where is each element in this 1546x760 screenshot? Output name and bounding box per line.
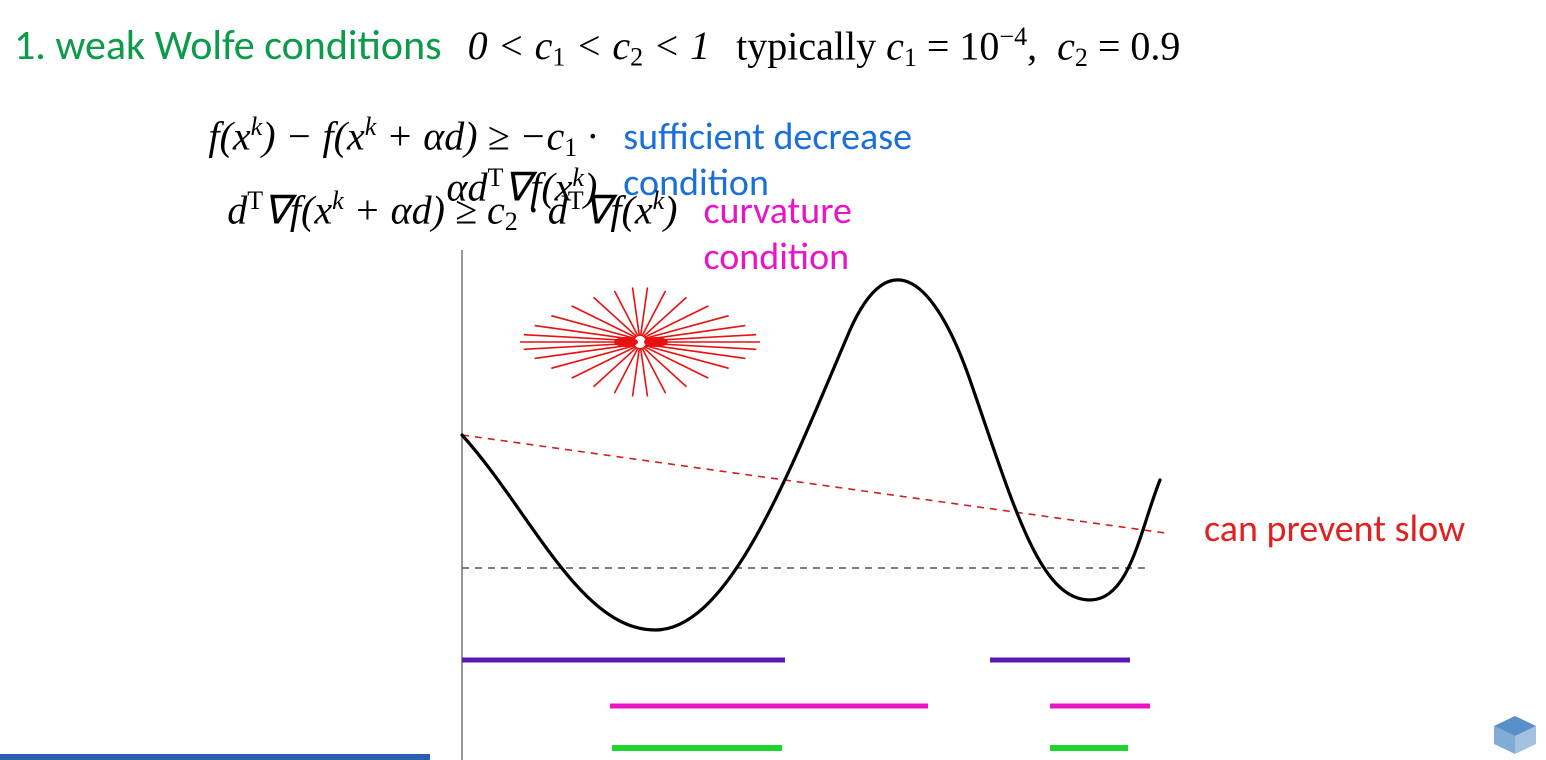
annotation-can-prevent-slow: can prevent slow [1204,506,1465,552]
typical-values: typically c1 = 10−4, c2 = 0.9 [736,22,1180,73]
logo-cube [1494,716,1536,754]
equation-row-2: dT∇f(xk + αd) ≥ c2 · dT∇f(xk) curvature … [70,186,1000,260]
equation-2: dT∇f(xk + αd) ≥ c2 · dT∇f(xk) [70,186,677,237]
bottom-progress-bar [0,754,430,760]
starburst-icon [520,287,760,396]
armijo-line [462,435,1165,533]
parameter-constraint: 0 < c1 < c2 < 1 [468,22,711,73]
equation-row-1: f(xk) − f(xk + αd) ≥ −c1 · αdT∇f(xk) suf… [70,112,1000,186]
wolfe-conditions-chart [430,250,1170,760]
corner-logo-icon [1490,714,1540,756]
function-curve [462,280,1160,630]
slide-title: 1. weak Wolfe conditions [14,20,442,71]
equations-block: f(xk) − f(xk + αd) ≥ −c1 · αdT∇f(xk) suf… [70,112,1000,260]
typical-label: typically [736,23,886,68]
title-row: 1. weak Wolfe conditions 0 < c1 < c2 < 1… [14,20,1536,76]
